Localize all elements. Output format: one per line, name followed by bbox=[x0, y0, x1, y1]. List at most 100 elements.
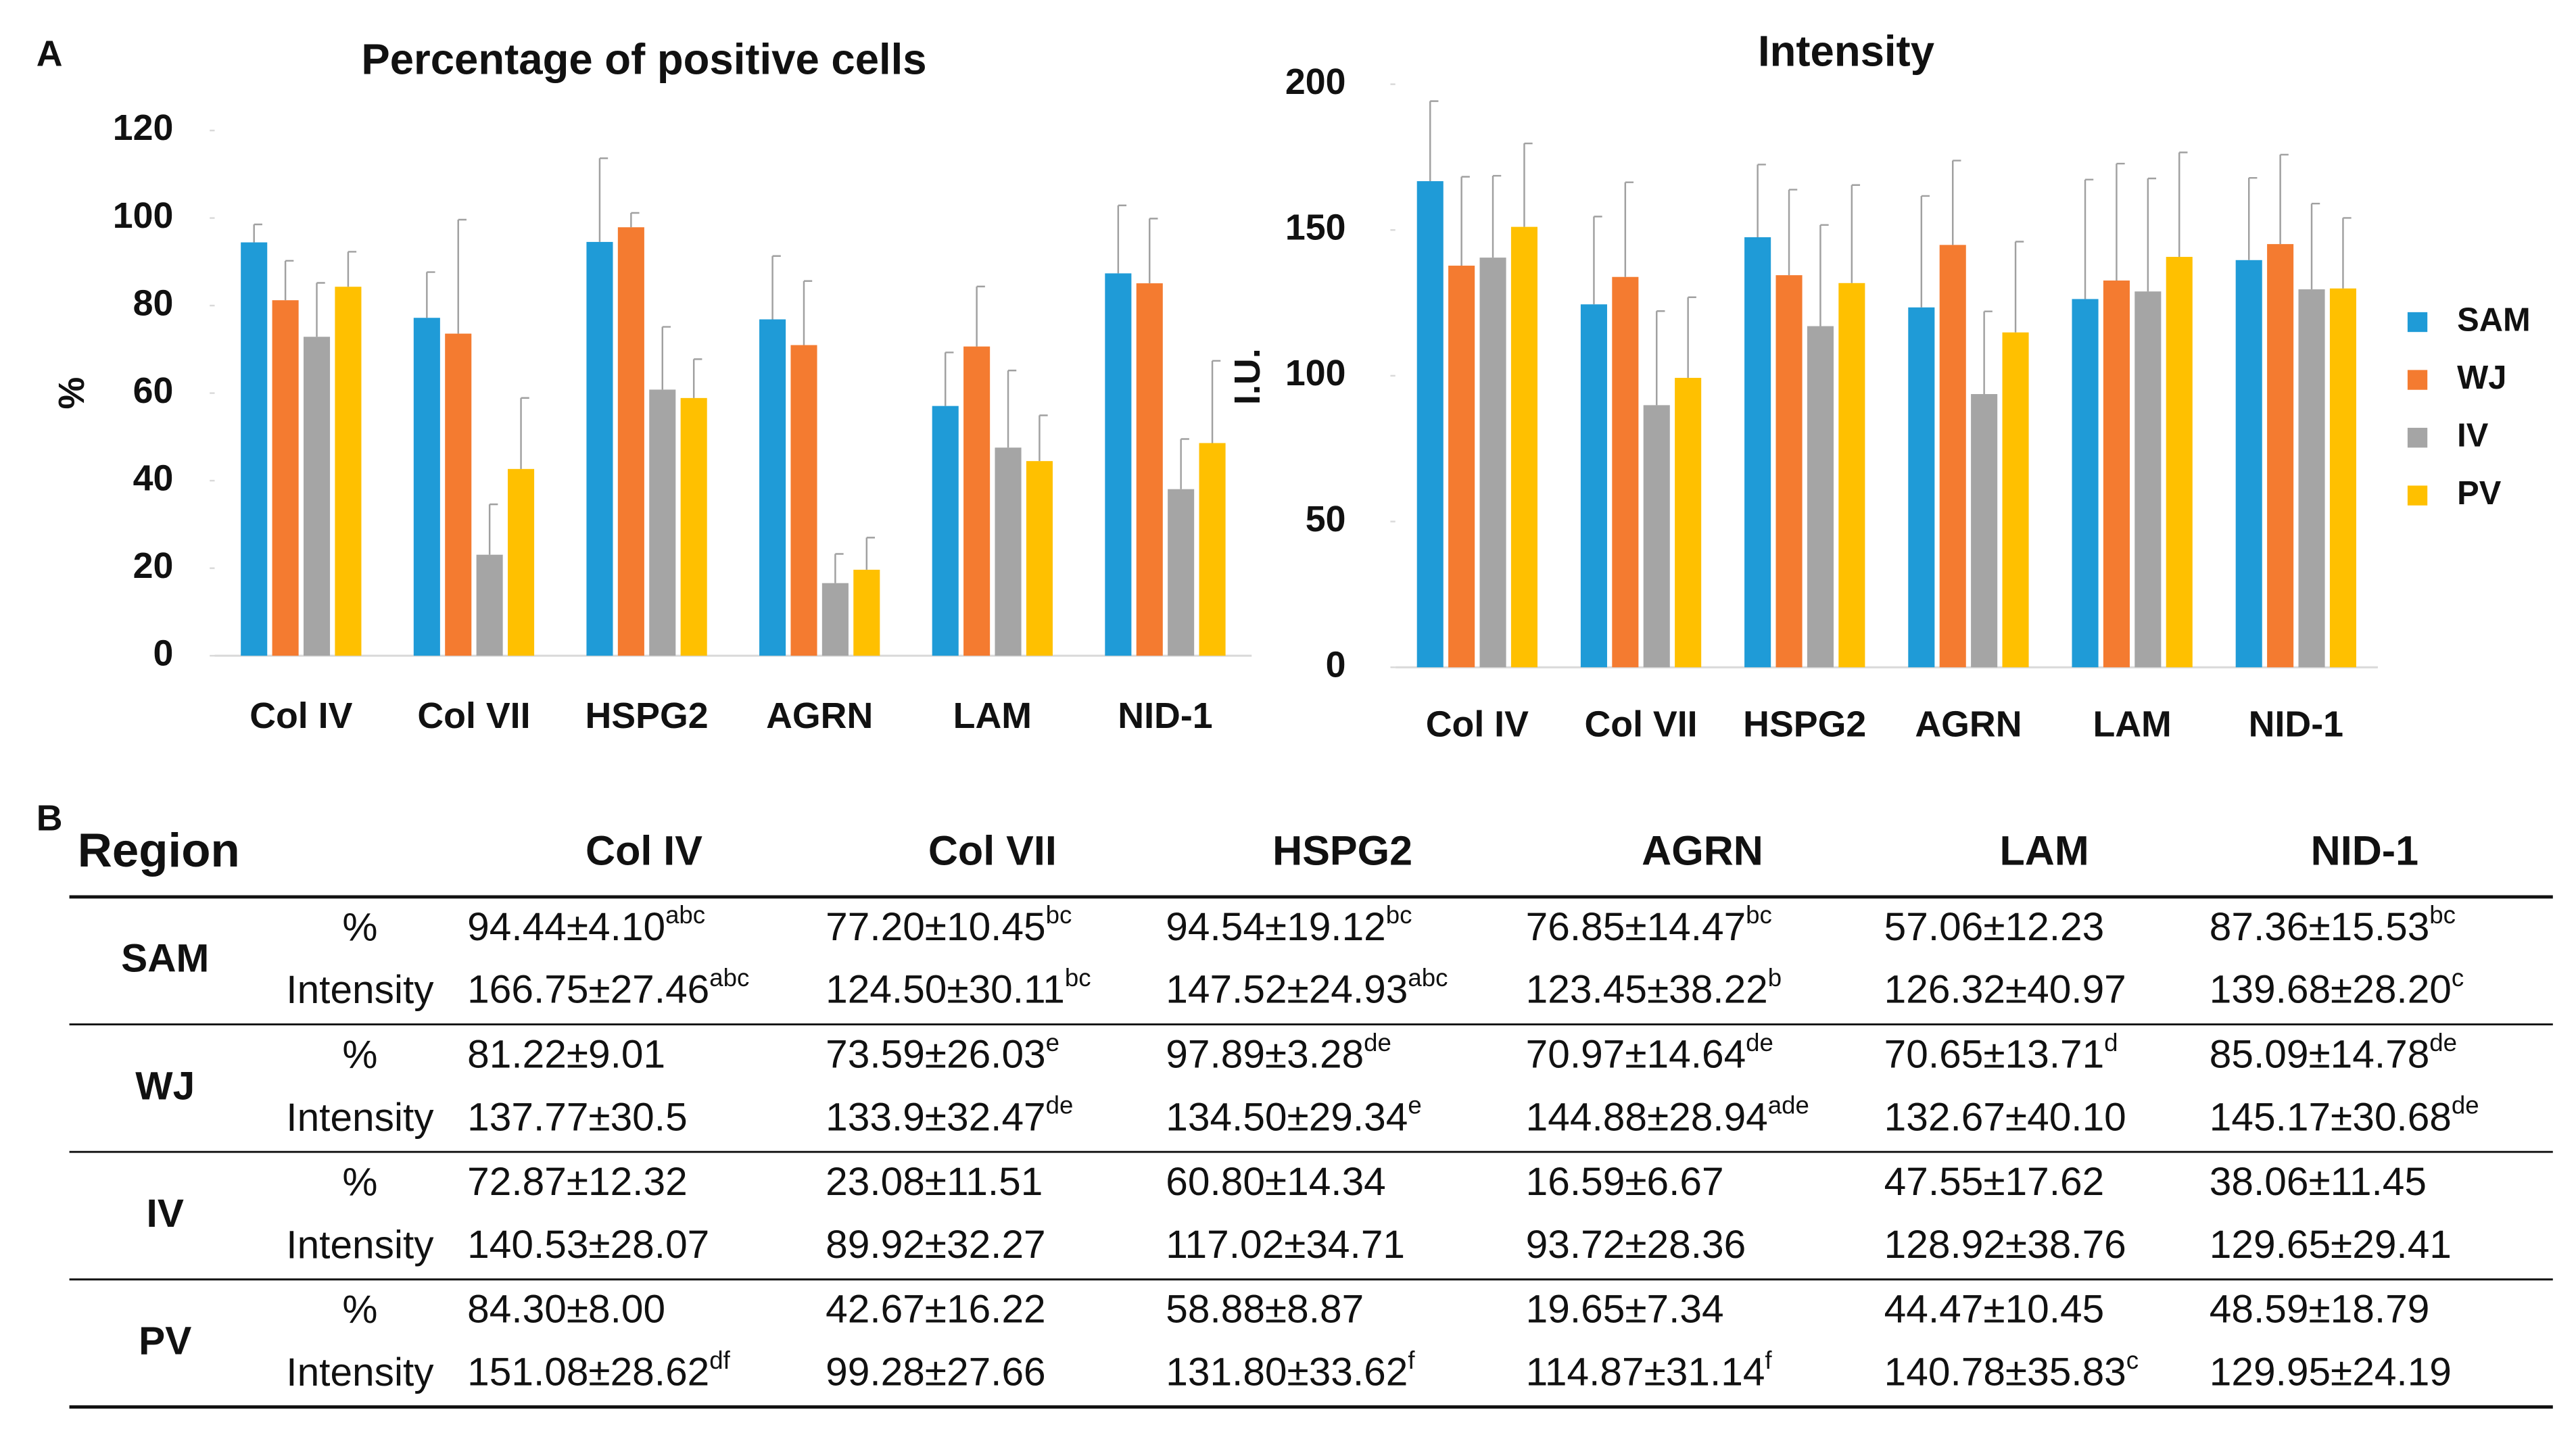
measure-label: Intensity bbox=[286, 1096, 434, 1140]
error-bar bbox=[1687, 296, 1696, 379]
error-bar bbox=[945, 351, 954, 406]
y-tick-label: 20 bbox=[133, 545, 174, 586]
cell-value: 133.9±32.47 bbox=[826, 1096, 1046, 1140]
cell-value: 38.06±11.45 bbox=[2210, 1161, 2427, 1204]
bar bbox=[2103, 281, 2130, 668]
bar bbox=[1675, 378, 1702, 668]
measure-label: % bbox=[342, 1033, 377, 1077]
cell-value: 42.67±16.22 bbox=[826, 1288, 1046, 1332]
table-cell: 166.75±27.46abc bbox=[467, 964, 749, 1012]
cell-value: 129.65±29.41 bbox=[2210, 1223, 2452, 1267]
error-bar bbox=[2116, 162, 2125, 281]
cell-value: 132.67±40.10 bbox=[1884, 1096, 2126, 1140]
x-tick-label: Col VII bbox=[417, 696, 530, 736]
bar bbox=[303, 337, 331, 656]
table-cell: 99.28±27.66 bbox=[826, 1350, 1046, 1394]
bar bbox=[995, 447, 1022, 656]
bar bbox=[2072, 299, 2099, 668]
table-cell: 97.89±3.28de bbox=[1166, 1029, 1391, 1077]
bar bbox=[680, 397, 707, 656]
cell-value: 72.87±12.32 bbox=[467, 1161, 688, 1204]
bar bbox=[1105, 273, 1132, 656]
cell-value: 137.77±30.5 bbox=[467, 1096, 688, 1140]
cell-superscript: c bbox=[2126, 1346, 2139, 1374]
table-cell: 137.77±30.5 bbox=[467, 1096, 688, 1140]
cell-value: 70.65±13.71 bbox=[1884, 1033, 2105, 1077]
measure-label: % bbox=[342, 1161, 377, 1204]
bar bbox=[1908, 307, 1935, 668]
bar bbox=[2267, 244, 2294, 668]
error-bar bbox=[1523, 142, 1533, 227]
bar bbox=[821, 583, 849, 656]
bar bbox=[1612, 276, 1639, 668]
error-bar bbox=[771, 255, 781, 320]
legend-swatch bbox=[2407, 485, 2428, 506]
table-cell: 129.95±24.19 bbox=[2210, 1350, 2452, 1394]
table-cell: 72.87±12.32 bbox=[467, 1161, 688, 1204]
cell-value: 81.22±9.01 bbox=[467, 1033, 665, 1077]
error-bar bbox=[488, 503, 498, 555]
cell-superscript: df bbox=[709, 1346, 730, 1374]
error-bar bbox=[2014, 241, 2024, 333]
cell-superscript: abc bbox=[1408, 964, 1448, 992]
table-cell: 139.68±28.20c bbox=[2210, 964, 2464, 1012]
error-bar bbox=[316, 282, 325, 337]
table-cell: 93.72±28.36 bbox=[1526, 1223, 1746, 1267]
bar bbox=[932, 406, 959, 656]
cell-superscript: bc bbox=[1746, 901, 1772, 929]
cell-superscript: bc bbox=[1386, 901, 1412, 929]
cell-superscript: de bbox=[1746, 1029, 1773, 1056]
table-cell: 124.50±30.11bc bbox=[826, 964, 1091, 1012]
table-cell: 133.9±32.47de bbox=[826, 1091, 1073, 1139]
error-bar bbox=[598, 157, 609, 242]
error-bar bbox=[1039, 414, 1048, 462]
bar bbox=[2166, 257, 2193, 668]
x-tick-label: HSPG2 bbox=[586, 696, 709, 736]
column-header: AGRN bbox=[1642, 827, 1763, 873]
x-tick-label: AGRN bbox=[1915, 704, 2022, 744]
cell-value: 58.88±8.87 bbox=[1166, 1288, 1364, 1332]
cell-superscript: bc bbox=[1065, 964, 1091, 992]
x-tick-label: Col VII bbox=[1584, 704, 1697, 744]
x-tick-label: NID-1 bbox=[1118, 696, 1212, 736]
cell-value: 147.52±24.93 bbox=[1166, 968, 1408, 1012]
y-tick-label: 120 bbox=[113, 107, 174, 148]
bar bbox=[1643, 405, 1670, 668]
panel-label: A bbox=[37, 33, 63, 74]
error-bar bbox=[1460, 176, 1470, 266]
cell-superscript: abc bbox=[709, 964, 749, 992]
table-cell: 114.87±31.14f bbox=[1526, 1346, 1773, 1394]
table-cell: 151.08±28.62df bbox=[467, 1346, 730, 1394]
table-cell: 126.32±40.97 bbox=[1884, 968, 2126, 1012]
y-tick-label: 80 bbox=[133, 283, 174, 323]
x-tick-label: AGRN bbox=[766, 696, 873, 736]
bar bbox=[1939, 245, 1966, 668]
error-bar bbox=[520, 397, 529, 469]
error-bar bbox=[976, 285, 985, 347]
table-cell: 85.09±14.78de bbox=[2210, 1029, 2457, 1077]
cell-superscript: f bbox=[1765, 1346, 1772, 1374]
column-header: NID-1 bbox=[2311, 827, 2418, 873]
table-cell: 81.22±9.01 bbox=[467, 1033, 665, 1077]
measure-label: Intensity bbox=[286, 1223, 434, 1267]
cell-superscript: de bbox=[2429, 1029, 2457, 1056]
bar bbox=[853, 569, 880, 656]
bar bbox=[1168, 489, 1195, 656]
x-tick-label: NID-1 bbox=[2249, 704, 2343, 744]
bar bbox=[2298, 289, 2325, 668]
table-cell: 89.92±32.27 bbox=[826, 1223, 1046, 1267]
error-bar bbox=[692, 358, 702, 398]
error-bar bbox=[1624, 181, 1634, 277]
error-bar bbox=[630, 212, 640, 228]
legend-label: IV bbox=[2457, 417, 2489, 454]
error-bar bbox=[2279, 153, 2289, 245]
bar bbox=[2329, 288, 2356, 668]
cell-value: 139.68±28.20 bbox=[2210, 968, 2452, 1012]
y-tick-label: 200 bbox=[1285, 62, 1346, 102]
cell-value: 144.88±28.94 bbox=[1526, 1096, 1768, 1140]
table-cell: 44.47±10.45 bbox=[1884, 1288, 2105, 1332]
error-bar bbox=[1788, 189, 1798, 276]
table-cell: 38.06±11.45 bbox=[2210, 1161, 2427, 1204]
y-tick-label: 150 bbox=[1285, 207, 1346, 247]
chart-title: Percentage of positive cells bbox=[361, 36, 926, 84]
